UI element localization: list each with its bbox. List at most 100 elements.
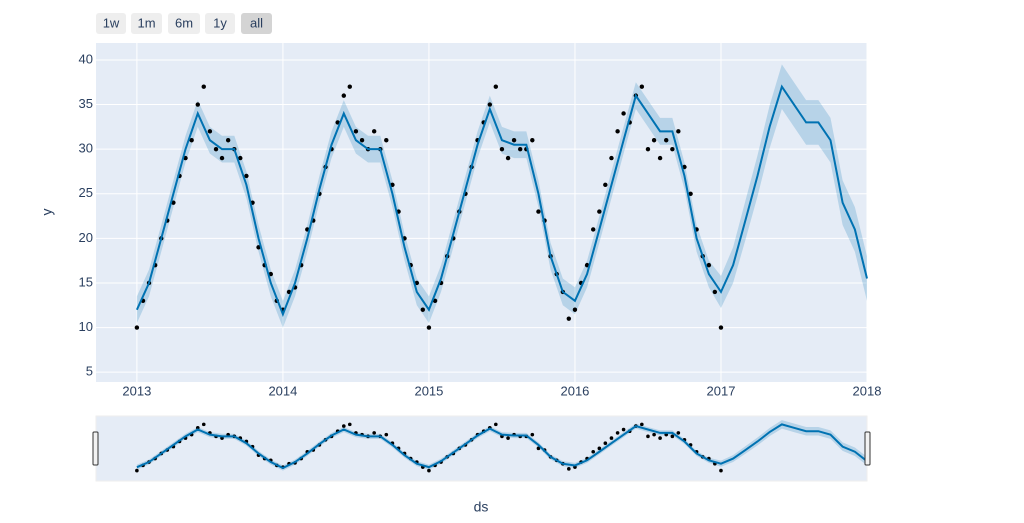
observed-point: [427, 468, 431, 473]
observed-point: [657, 155, 663, 161]
observed-point: [195, 102, 200, 107]
observed-point: [499, 146, 505, 152]
observed-point: [639, 84, 645, 89]
observed-point: [530, 432, 535, 437]
observed-point: [384, 138, 389, 143]
observed-point: [506, 436, 510, 440]
observed-point: [651, 138, 657, 143]
range-slider-handle[interactable]: [864, 431, 871, 466]
observed-point: [347, 422, 352, 427]
range-button-bg: [205, 13, 235, 34]
observed-point: [335, 120, 340, 125]
observed-point: [572, 307, 578, 312]
range-button-bg: [96, 13, 126, 34]
observed-point: [268, 271, 273, 277]
observed-point: [134, 325, 140, 330]
x-tick-label: 2013: [122, 383, 151, 398]
y-tick-label: 15: [79, 274, 93, 289]
observed-point: [207, 129, 213, 134]
observed-point: [658, 436, 662, 440]
observed-point: [505, 155, 511, 161]
observed-point: [517, 146, 523, 152]
observed-point: [603, 441, 608, 445]
observed-point: [670, 434, 675, 439]
observed-point: [676, 129, 681, 134]
observed-point: [359, 138, 365, 143]
observed-point: [645, 146, 651, 152]
range-button[interactable]: 1w: [96, 13, 126, 34]
range-button-label: 1y: [213, 15, 227, 30]
observed-point: [372, 431, 376, 435]
observed-point: [371, 129, 377, 134]
x-tick-label: 2015: [414, 383, 443, 398]
observed-point: [615, 431, 620, 435]
observed-point: [347, 84, 352, 89]
observed-point: [420, 307, 425, 312]
observed-point: [342, 424, 346, 428]
range-button[interactable]: all: [241, 13, 272, 34]
y-tick-label: 20: [79, 230, 93, 245]
range-button-label: 1w: [103, 15, 120, 30]
observed-point: [511, 138, 517, 143]
range-button-label: 6m: [175, 15, 193, 30]
x-tick-label: 2017: [707, 383, 736, 398]
range-button-label: 1m: [137, 15, 155, 30]
observed-point: [609, 155, 614, 161]
observed-point: [530, 138, 535, 143]
observed-point: [706, 262, 712, 268]
observed-point: [225, 138, 231, 143]
y-tick-label: 35: [79, 96, 93, 111]
observed-point: [567, 467, 571, 471]
observed-point: [487, 102, 493, 107]
range-button-bg: [168, 13, 200, 34]
x-tick-label: 2014: [268, 383, 297, 398]
observed-point: [219, 155, 225, 161]
range-button[interactable]: 1m: [131, 13, 162, 34]
forecast-line: [135, 84, 868, 317]
range-button[interactable]: 6m: [168, 13, 200, 34]
range-button-bg: [241, 13, 272, 34]
observed-point: [414, 280, 420, 286]
observed-point: [621, 427, 626, 432]
range-button[interactable]: 1y: [205, 13, 235, 34]
observed-point: [646, 434, 650, 439]
observed-point: [426, 325, 432, 330]
observed-point: [135, 468, 139, 473]
uncertainty-band: [136, 420, 868, 471]
observed-point: [536, 446, 541, 451]
y-tick-label: 40: [79, 51, 93, 66]
observed-point: [256, 245, 261, 250]
forecast-line: [136, 423, 868, 470]
observed-point: [719, 468, 723, 473]
observed-point: [584, 262, 590, 268]
y-tick-label: 5: [86, 364, 93, 379]
x-tick-label: 2016: [560, 383, 589, 398]
y-tick-label: 25: [79, 185, 93, 200]
observed-point: [688, 191, 693, 196]
observed-point: [621, 111, 626, 116]
observed-point: [238, 155, 243, 161]
range-slider-handle[interactable]: [92, 431, 99, 466]
observed-point: [189, 138, 194, 143]
observed-point: [353, 129, 359, 134]
observed-point: [536, 209, 541, 214]
observed-point: [566, 316, 572, 321]
observed-point: [615, 129, 620, 134]
uncertainty-band: [136, 64, 868, 328]
y-tick-label: 30: [79, 141, 93, 156]
observed-point: [341, 93, 347, 98]
observed-point: [640, 422, 644, 427]
observed-point: [432, 298, 438, 304]
y-axis-label: y: [39, 209, 55, 216]
observed-point: [718, 325, 724, 330]
observed-point: [597, 446, 602, 451]
observed-point: [676, 431, 681, 435]
observed-point: [493, 84, 499, 89]
observed-point: [597, 209, 602, 214]
observed-point: [670, 146, 675, 152]
observed-point: [603, 182, 608, 188]
observed-point: [213, 146, 219, 152]
observed-point: [201, 422, 206, 427]
observed-point: [201, 84, 206, 89]
